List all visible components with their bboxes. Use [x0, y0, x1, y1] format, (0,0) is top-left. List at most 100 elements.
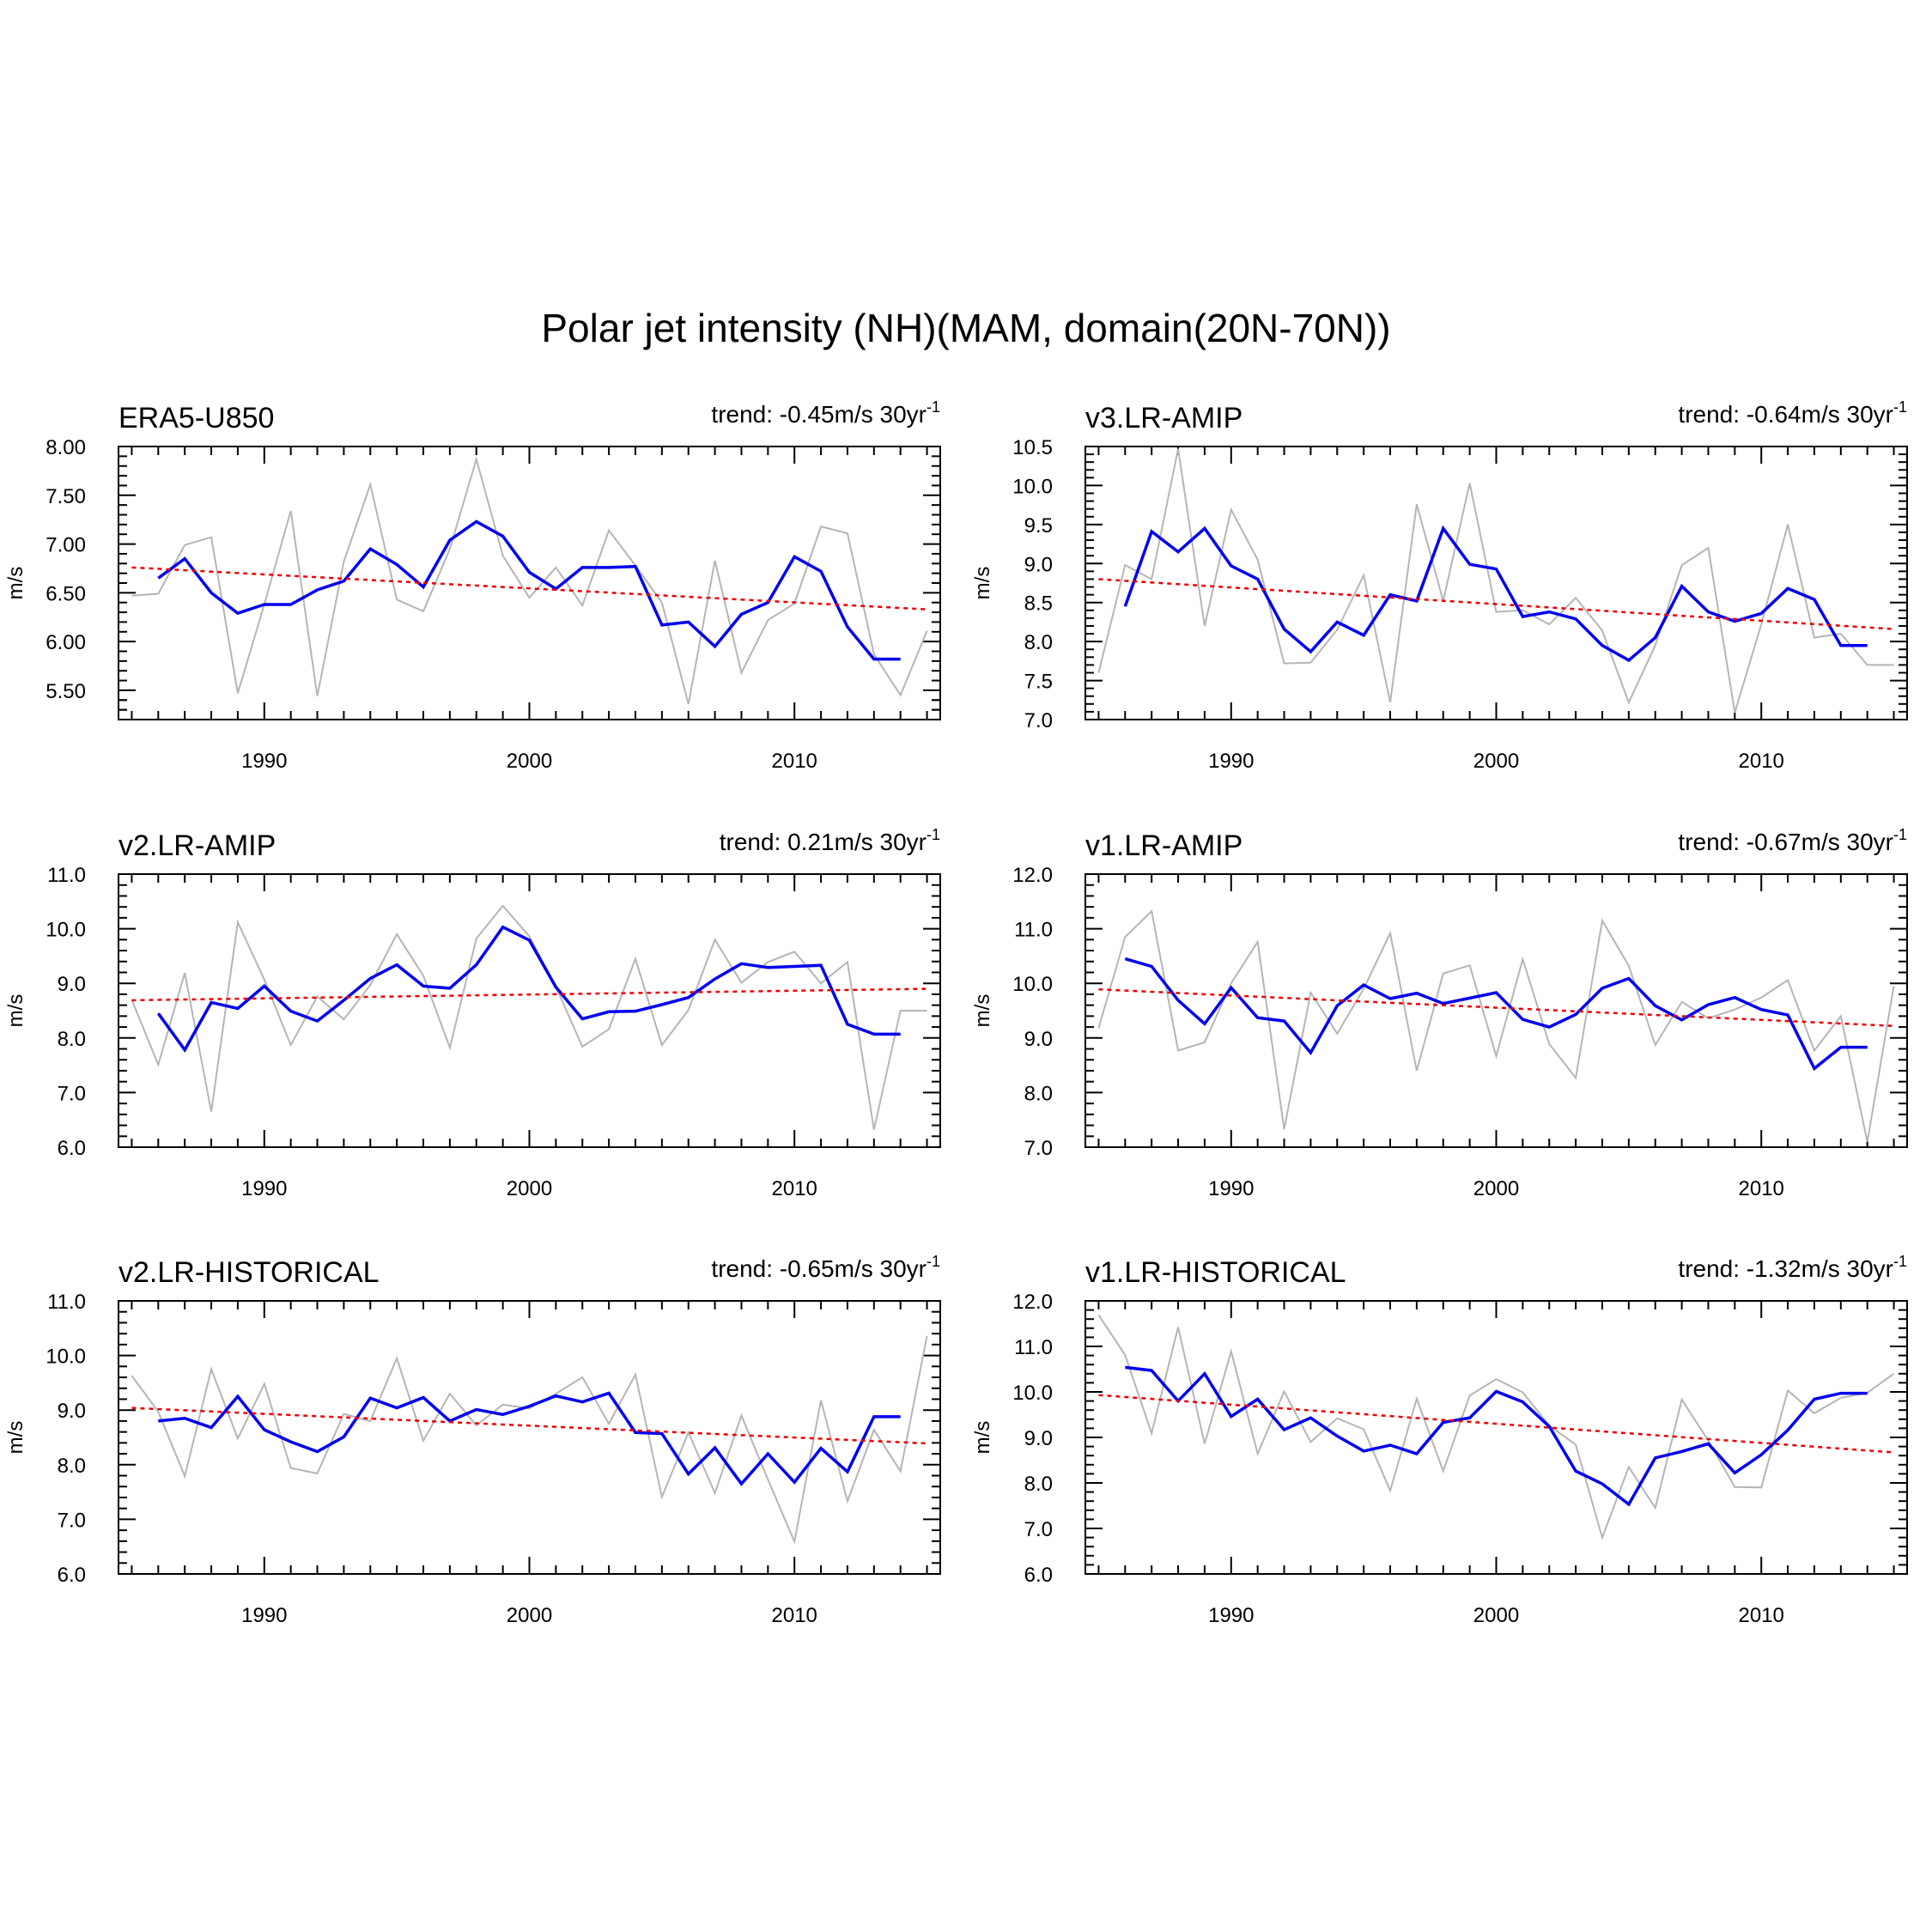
y-tick-label: 8.5 [1024, 592, 1053, 616]
x-tick-label: 2000 [507, 1604, 552, 1627]
chart-panel: 1990 2000 2010 6.0 7.0 8.0 9.0 10.0 11.0 m/s v2.LR… [4, 826, 941, 1200]
trend-annotation: trend: 0.21m/s 30yr-1 [720, 826, 940, 855]
y-tick-label: 9.0 [1024, 1028, 1053, 1051]
trend-text: trend: -0.67m/s 30yr [1678, 829, 1893, 855]
y-tick-label: 12.0 [1012, 864, 1053, 887]
annual-series-line [1097, 909, 1895, 1142]
x-tick-label: 1990 [1208, 1177, 1254, 1200]
x-tick-label: 2000 [1473, 1177, 1519, 1200]
y-tick-label: 11.0 [1014, 1336, 1053, 1359]
plot-frame [118, 1300, 941, 1575]
y-axis-label: m/s [971, 994, 994, 1028]
annual-series-line [1097, 448, 1894, 714]
chart-panel: 1990 2000 2010 7.0 7.5 8.0 8.5 9.0 9.5 10.0 10.5 m/… [971, 398, 1908, 773]
trend-text: trend: -0.65m/s 30yr [711, 1255, 927, 1282]
y-tick-label: 10.0 [1012, 973, 1053, 996]
y-tick-label: 7.0 [1024, 1137, 1053, 1160]
chart-panel: 1990 2000 2010 5.50 6.00 6.50 7.00 7.50 8.00 m/s E… [4, 398, 941, 773]
trend-superscript: -1 [927, 1253, 940, 1270]
trend-line [1098, 987, 1894, 1028]
panel-title: v2.LR-AMIP [118, 829, 276, 862]
y-tick-label: 9.0 [58, 1400, 86, 1423]
y-tick-label: 7.50 [46, 485, 86, 508]
y-tick-label: 6.0 [58, 1564, 86, 1587]
y-axis-label: m/s [4, 994, 27, 1028]
smoothed-series-line [1125, 1365, 1868, 1507]
trend-text: trend: -1.32m/s 30yr [1678, 1255, 1893, 1282]
y-tick-label: 5.50 [46, 680, 86, 703]
y-tick-label: 12.0 [1012, 1291, 1053, 1314]
trend-line [131, 566, 927, 611]
y-tick-label: 9.0 [1024, 1427, 1053, 1450]
y-tick-label: 11.0 [47, 1291, 86, 1314]
x-tick-label: 2000 [507, 1177, 552, 1200]
chart-panel: 1990 2000 2010 6.0 7.0 8.0 9.0 10.0 11.0 m/s v2.LR… [4, 1253, 941, 1627]
annual-series-line [131, 456, 928, 705]
plot-frame [1084, 1300, 1908, 1575]
y-axis-label: m/s [4, 1421, 27, 1455]
trend-annotation: trend: -1.32m/s 30yr-1 [1678, 1253, 1907, 1282]
y-tick-label: 7.0 [58, 1509, 86, 1532]
smoothed-series-line [1124, 957, 1868, 1072]
x-tick-label: 1990 [241, 750, 287, 773]
trend-superscript: -1 [1893, 398, 1907, 416]
trend-annotation: trend: -0.45m/s 30yr-1 [711, 398, 940, 428]
panel-title: v1.LR-AMIP [1085, 829, 1242, 862]
chart-panel: 1990 2000 2010 7.0 8.0 9.0 10.0 11.0 12.0 m/s v1.L… [971, 826, 1908, 1200]
x-tick-label: 2010 [1739, 750, 1784, 773]
trend-line [131, 987, 927, 1002]
y-tick-label: 6.50 [46, 582, 86, 605]
x-tick-label: 2000 [1473, 1604, 1519, 1627]
y-tick-label: 8.0 [1024, 1082, 1053, 1105]
y-tick-label: 10.0 [46, 919, 86, 942]
x-tick-label: 2010 [1739, 1604, 1784, 1627]
annual-series-line [131, 904, 927, 1130]
y-tick-label: 9.0 [1024, 553, 1053, 576]
x-tick-label: 1990 [241, 1604, 287, 1627]
y-tick-label: 8.00 [46, 436, 86, 459]
x-tick-label: 2000 [507, 750, 552, 773]
y-tick-label: 9.5 [1024, 514, 1053, 538]
trend-annotation: trend: -0.65m/s 30yr-1 [711, 1253, 940, 1282]
y-axis-label: m/s [4, 567, 27, 600]
figure-title: Polar jet intensity (NH)(MAM, domain(20N… [541, 306, 1391, 350]
trend-superscript: -1 [927, 398, 940, 416]
trend-text: trend: 0.21m/s 30yr [720, 829, 927, 855]
y-tick-label: 10.0 [1012, 475, 1053, 498]
y-axis-label: m/s [971, 1421, 994, 1455]
y-tick-label: 6.0 [1024, 1564, 1053, 1587]
x-tick-label: 2000 [1473, 750, 1519, 773]
y-tick-label: 10.0 [46, 1346, 86, 1369]
plot-frame [1084, 873, 1908, 1148]
plot-frame [1084, 446, 1908, 720]
smoothed-series-line [156, 925, 901, 1054]
y-tick-label: 7.5 [1024, 671, 1053, 694]
annual-series-line [131, 1335, 928, 1545]
panel-title: v2.LR-HISTORICAL [118, 1256, 380, 1289]
y-tick-label: 11.0 [1014, 919, 1053, 942]
y-tick-label: 8.0 [58, 1455, 86, 1478]
y-tick-label: 7.0 [58, 1082, 86, 1105]
y-tick-label: 6.0 [58, 1137, 86, 1160]
trend-annotation: trend: -0.67m/s 30yr-1 [1678, 826, 1907, 855]
trend-annotation: trend: -0.64m/s 30yr-1 [1678, 398, 1907, 428]
x-tick-label: 1990 [1208, 1604, 1254, 1627]
panel-title: v3.LR-AMIP [1085, 402, 1242, 434]
x-tick-label: 2010 [772, 1604, 817, 1627]
chart-panel: 1990 2000 2010 6.0 7.0 8.0 9.0 10.0 11.0 12.0 m/s v… [971, 1253, 1908, 1627]
trend-line [1098, 1394, 1894, 1454]
trend-line [131, 1406, 927, 1445]
smoothed-series-line [158, 1391, 901, 1486]
trend-superscript: -1 [1893, 1253, 1907, 1270]
x-tick-label: 1990 [1208, 750, 1254, 773]
y-tick-label: 10.0 [1012, 1382, 1053, 1405]
y-tick-label: 8.0 [1024, 1473, 1053, 1496]
x-tick-label: 2010 [1739, 1177, 1784, 1200]
y-axis-label: m/s [971, 567, 994, 600]
plot-frame [118, 873, 941, 1148]
y-tick-label: 8.0 [58, 1028, 86, 1051]
trend-text: trend: -0.45m/s 30yr [711, 401, 927, 428]
x-tick-label: 1990 [241, 1177, 287, 1200]
